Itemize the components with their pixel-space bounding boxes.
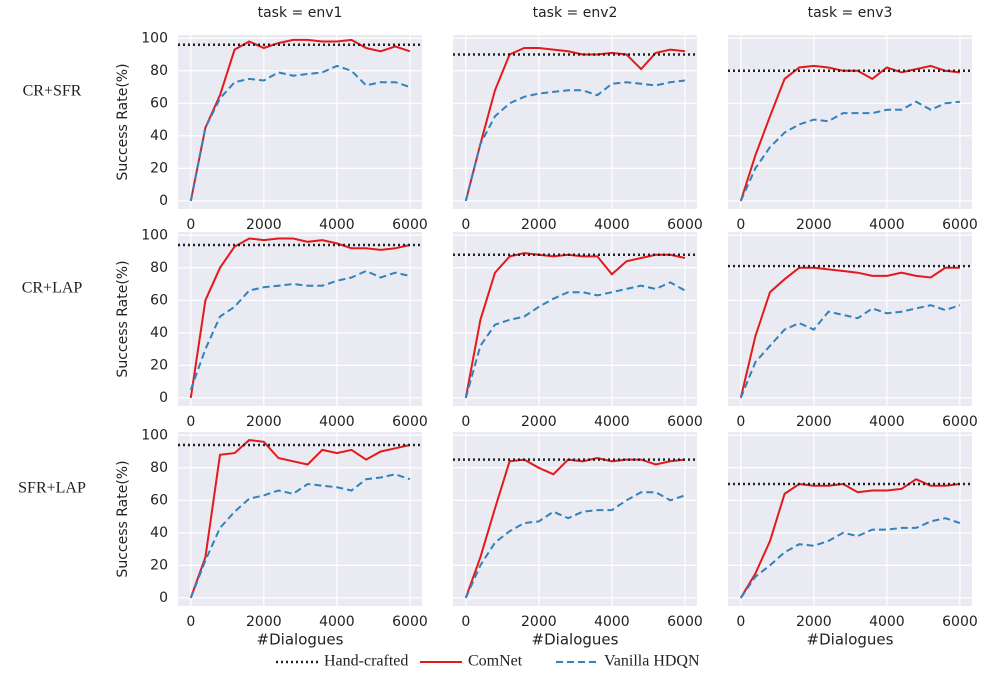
legend-label: Vanilla HDQN: [604, 653, 700, 670]
series-line: [189, 38, 411, 202]
x-tick-label: 4000: [319, 217, 355, 233]
y-tick-label: 20: [150, 160, 168, 176]
x-tick-label: 6000: [942, 414, 978, 430]
series-line: [189, 237, 411, 399]
y-tick-label: 80: [150, 260, 168, 276]
y-axis-label: Success Rate(%): [115, 260, 131, 377]
x-tick-label: 2000: [521, 614, 557, 630]
x-tick-label: 2000: [521, 217, 557, 233]
x-tick-label: 4000: [594, 217, 630, 233]
y-tick-label: 80: [150, 63, 168, 79]
x-tick-label: 0: [461, 414, 470, 430]
column-title: task = env1: [258, 5, 343, 21]
y-tick-label: 60: [150, 95, 168, 111]
y-tick-label: 20: [150, 357, 168, 373]
x-tick-label: 0: [186, 614, 195, 630]
column-title: task = env3: [808, 5, 893, 21]
x-tick-label: 4000: [869, 217, 905, 233]
x-tick-label: 4000: [869, 614, 905, 630]
plot-area: [453, 432, 697, 606]
column-title: task = env2: [533, 5, 618, 21]
plot-area: [453, 232, 697, 406]
plot-area: [178, 432, 422, 606]
series-line: [739, 304, 961, 399]
x-tick-label: 0: [736, 217, 745, 233]
y-tick-label: 20: [150, 557, 168, 573]
y-tick-label: 80: [150, 460, 168, 476]
y-tick-label: 60: [150, 492, 168, 508]
x-axis-label: #Dialogues: [532, 631, 619, 649]
y-tick-label: 60: [150, 292, 168, 308]
row-label: CR+SFR: [23, 83, 82, 100]
series-line: [464, 252, 686, 399]
series-line: [464, 79, 686, 202]
series-line: [189, 473, 411, 599]
x-tick-label: 0: [186, 414, 195, 430]
y-tick-label: 40: [150, 525, 168, 541]
x-axis-label: #Dialogues: [257, 631, 344, 649]
legend-label: ComNet: [468, 653, 523, 670]
series-line: [189, 439, 411, 599]
x-tick-label: 6000: [667, 217, 703, 233]
y-tick-label: 0: [159, 590, 168, 606]
x-tick-label: 0: [461, 614, 470, 630]
plot-area: [178, 232, 422, 406]
y-axis-label: Success Rate(%): [115, 460, 131, 577]
x-tick-label: 4000: [319, 414, 355, 430]
x-tick-label: 0: [461, 217, 470, 233]
x-tick-label: 6000: [392, 614, 428, 630]
x-tick-label: 0: [736, 414, 745, 430]
y-tick-label: 40: [150, 325, 168, 341]
x-tick-label: 2000: [246, 217, 282, 233]
x-tick-label: 0: [186, 217, 195, 233]
x-tick-label: 4000: [869, 414, 905, 430]
x-tick-label: 6000: [392, 414, 428, 430]
y-tick-label: 100: [141, 227, 168, 243]
row-label: SFR+LAP: [18, 480, 86, 497]
series-line: [464, 281, 686, 399]
plot-area: [728, 432, 972, 606]
series-line: [464, 491, 686, 599]
series-line: [464, 456, 686, 599]
series-line: [739, 266, 960, 399]
x-tick-label: 4000: [319, 614, 355, 630]
x-tick-label: 4000: [594, 414, 630, 430]
x-tick-label: 6000: [392, 217, 428, 233]
row-label: CR+LAP: [22, 280, 83, 297]
x-tick-label: 2000: [246, 414, 282, 430]
series-line: [189, 64, 411, 202]
x-tick-label: 2000: [796, 414, 832, 430]
x-tick-label: 0: [736, 614, 745, 630]
y-tick-label: 0: [159, 193, 168, 209]
plot-area: [453, 35, 697, 209]
y-tick-label: 100: [141, 427, 168, 443]
y-axis-label: Success Rate(%): [115, 63, 131, 180]
series-line: [189, 269, 411, 391]
x-tick-label: 2000: [521, 414, 557, 430]
x-tick-label: 4000: [594, 614, 630, 630]
x-tick-label: 6000: [667, 614, 703, 630]
y-tick-label: 40: [150, 128, 168, 144]
legend-label: Hand-crafted: [324, 653, 408, 670]
x-axis-label: #Dialogues: [807, 631, 894, 649]
x-tick-label: 6000: [667, 414, 703, 430]
series-line: [739, 478, 961, 599]
plot-area: [728, 232, 972, 406]
series-line: [464, 47, 686, 202]
x-tick-label: 6000: [942, 217, 978, 233]
y-tick-label: 0: [159, 390, 168, 406]
x-tick-label: 6000: [942, 614, 978, 630]
series-line: [739, 100, 961, 202]
plot-area: [178, 35, 422, 209]
series-line: [739, 64, 961, 202]
x-tick-label: 2000: [796, 217, 832, 233]
series-line: [739, 517, 961, 599]
x-tick-label: 2000: [246, 614, 282, 630]
plot-area: [728, 35, 972, 209]
y-tick-label: 100: [141, 30, 168, 46]
x-tick-label: 2000: [796, 614, 832, 630]
